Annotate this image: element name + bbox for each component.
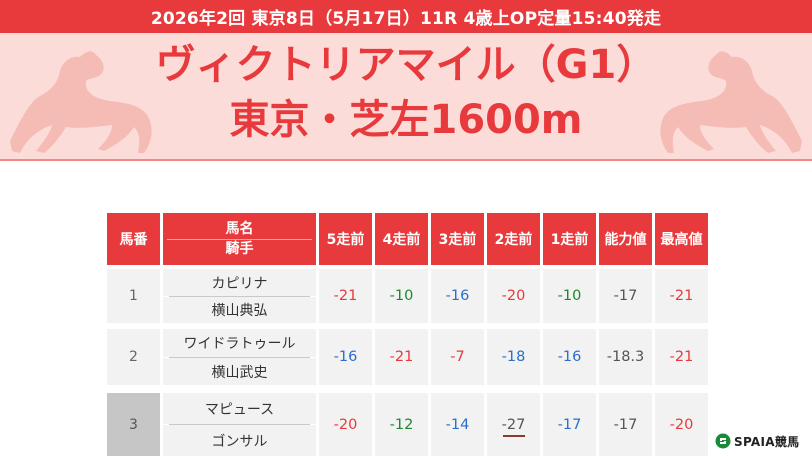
- row-umaban: 1: [107, 269, 160, 323]
- row-race-3-value: -7: [431, 329, 484, 385]
- header-ability: 能力値: [599, 213, 652, 265]
- header-race-4: 4走前: [375, 213, 428, 265]
- row-ability-value: -18.3: [599, 329, 652, 385]
- row-name-divider: [169, 357, 310, 358]
- row-max-value: -21: [655, 329, 708, 385]
- race-course: 東京・芝左1600m: [229, 97, 583, 143]
- row-race-3-value: -14: [431, 393, 484, 456]
- row-race-5-value: -21: [319, 269, 372, 323]
- header-divider: [167, 239, 312, 240]
- header-umaban: 馬番: [107, 213, 160, 265]
- race-title: ヴィクトリアマイル（G1）: [155, 42, 657, 88]
- horse-silhouette-icon: [10, 51, 152, 153]
- row-race-2-value: -20: [487, 269, 540, 323]
- horse-silhouette-icon: [660, 51, 802, 153]
- row-umaban: 3: [107, 393, 160, 456]
- header-race-2: 2走前: [487, 213, 540, 265]
- row-ability-value: -17: [599, 269, 652, 323]
- row-ability-value: -17: [599, 393, 652, 456]
- header-jockey: 騎手: [225, 241, 254, 257]
- row-race-1-value: -16: [543, 329, 596, 385]
- best-value-underline: [503, 435, 525, 437]
- row-race-4-value: -10: [375, 269, 428, 323]
- banner-divider: [0, 159, 812, 161]
- row-jockey-name[interactable]: ゴンサル: [163, 425, 316, 456]
- row-max-value: -21: [655, 269, 708, 323]
- header-race-1: 1走前: [543, 213, 596, 265]
- row-horse-name[interactable]: ワイドラトゥール: [163, 329, 316, 357]
- row-race-5-value: -20: [319, 393, 372, 456]
- spaia-logo[interactable]: SPAIA競馬: [715, 432, 799, 450]
- row-race-2-value: -18: [487, 329, 540, 385]
- row-name-divider: [169, 296, 310, 297]
- row-race-5-value: -16: [319, 329, 372, 385]
- row-jockey-name[interactable]: 横山典弘: [163, 297, 316, 323]
- header-race-3: 3走前: [431, 213, 484, 265]
- row-race-1-value: -10: [543, 269, 596, 323]
- row-max-value: -20: [655, 393, 708, 456]
- row-race-4-value: -12: [375, 393, 428, 456]
- row-name-divider: [169, 424, 310, 425]
- race-info-text: 2026年2回 東京8日（5月17日）11R 4歳上OP定量15:40発走: [150, 9, 662, 29]
- header-race-5: 5走前: [319, 213, 372, 265]
- row-race-4-value: -21: [375, 329, 428, 385]
- spaia-logo-icon: [715, 433, 731, 449]
- race-info-bar: 2026年2回 東京8日（5月17日）11R 4歳上OP定量15:40発走: [0, 0, 812, 33]
- header-horse: 馬名: [225, 221, 254, 237]
- header-max: 最高値: [655, 213, 708, 265]
- row-horse-name[interactable]: マピュース: [163, 393, 316, 424]
- row-race-3-value: -16: [431, 269, 484, 323]
- race-banner: ヴィクトリアマイル（G1） 東京・芝左1600m: [0, 33, 812, 159]
- row-horse-name[interactable]: カピリナ: [163, 269, 316, 296]
- spaia-logo-text: SPAIA競馬: [734, 434, 800, 449]
- row-umaban: 2: [107, 329, 160, 385]
- row-jockey-name[interactable]: 横山武史: [163, 358, 316, 385]
- row-race-2-value: -27: [487, 393, 540, 456]
- row-race-1-value: -17: [543, 393, 596, 456]
